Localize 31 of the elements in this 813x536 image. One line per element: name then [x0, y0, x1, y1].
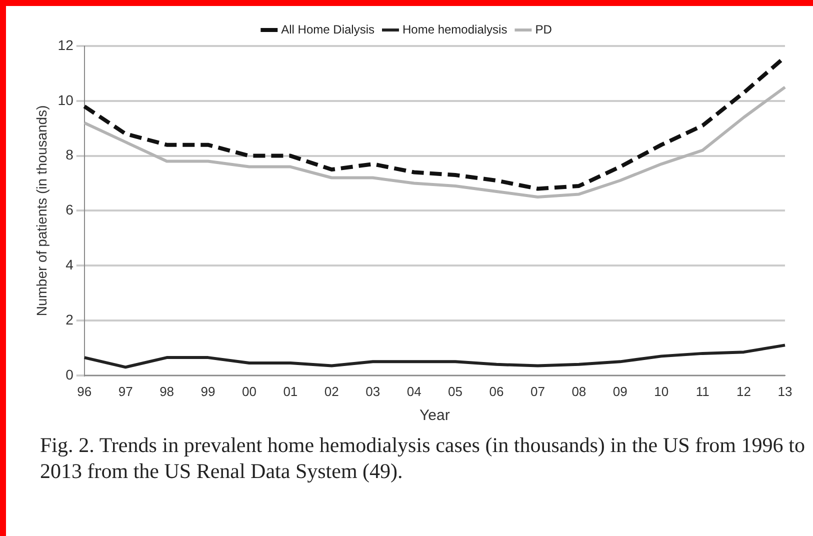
x-tick-label: 11	[696, 384, 710, 399]
y-axis-title: Number of patients (in thousands)	[33, 105, 50, 316]
y-tick-label: 4	[66, 256, 74, 272]
x-tick-label: 97	[118, 384, 133, 399]
y-tick-label: 12	[58, 36, 74, 53]
x-tick-label: 07	[530, 384, 545, 399]
caption: Fig. 2. Trends in prevalent home hemodialysis cases (in thousands) in the US from 1996 to 2013 from the US Renal Data System (49).	[40, 432, 805, 484]
x-tick-label: 13	[778, 384, 792, 399]
x-tick-label: 06	[489, 384, 504, 399]
y-tick-label: 6	[66, 202, 74, 218]
x-tick-label: 96	[77, 384, 92, 399]
legend-label: Home hemodialysis	[402, 22, 508, 36]
legend-label: All Home Dialysis	[281, 22, 374, 36]
x-tick-label: 05	[448, 384, 463, 399]
legend-label: PD	[535, 22, 552, 36]
y-tick-label: 10	[58, 92, 74, 108]
y-tick-label: 0	[66, 366, 74, 382]
x-tick-label: 10	[654, 384, 669, 399]
x-tick-label: 03	[366, 384, 380, 399]
x-tick-label: 04	[406, 384, 422, 399]
y-tick-label: 8	[66, 146, 74, 163]
x-tick-label: 00	[242, 384, 256, 399]
x-tick-label: 98	[160, 384, 174, 399]
x-tick-label: 02	[324, 384, 339, 399]
x-axis-title: Year	[420, 407, 450, 424]
x-tick-label: 09	[612, 384, 628, 399]
y-tick-label: 2	[66, 311, 74, 328]
x-tick-label: 08	[572, 384, 586, 399]
x-tick-label: 01	[283, 384, 298, 399]
x-tick-label: 12	[736, 384, 752, 399]
x-tick-label: 99	[200, 384, 216, 399]
